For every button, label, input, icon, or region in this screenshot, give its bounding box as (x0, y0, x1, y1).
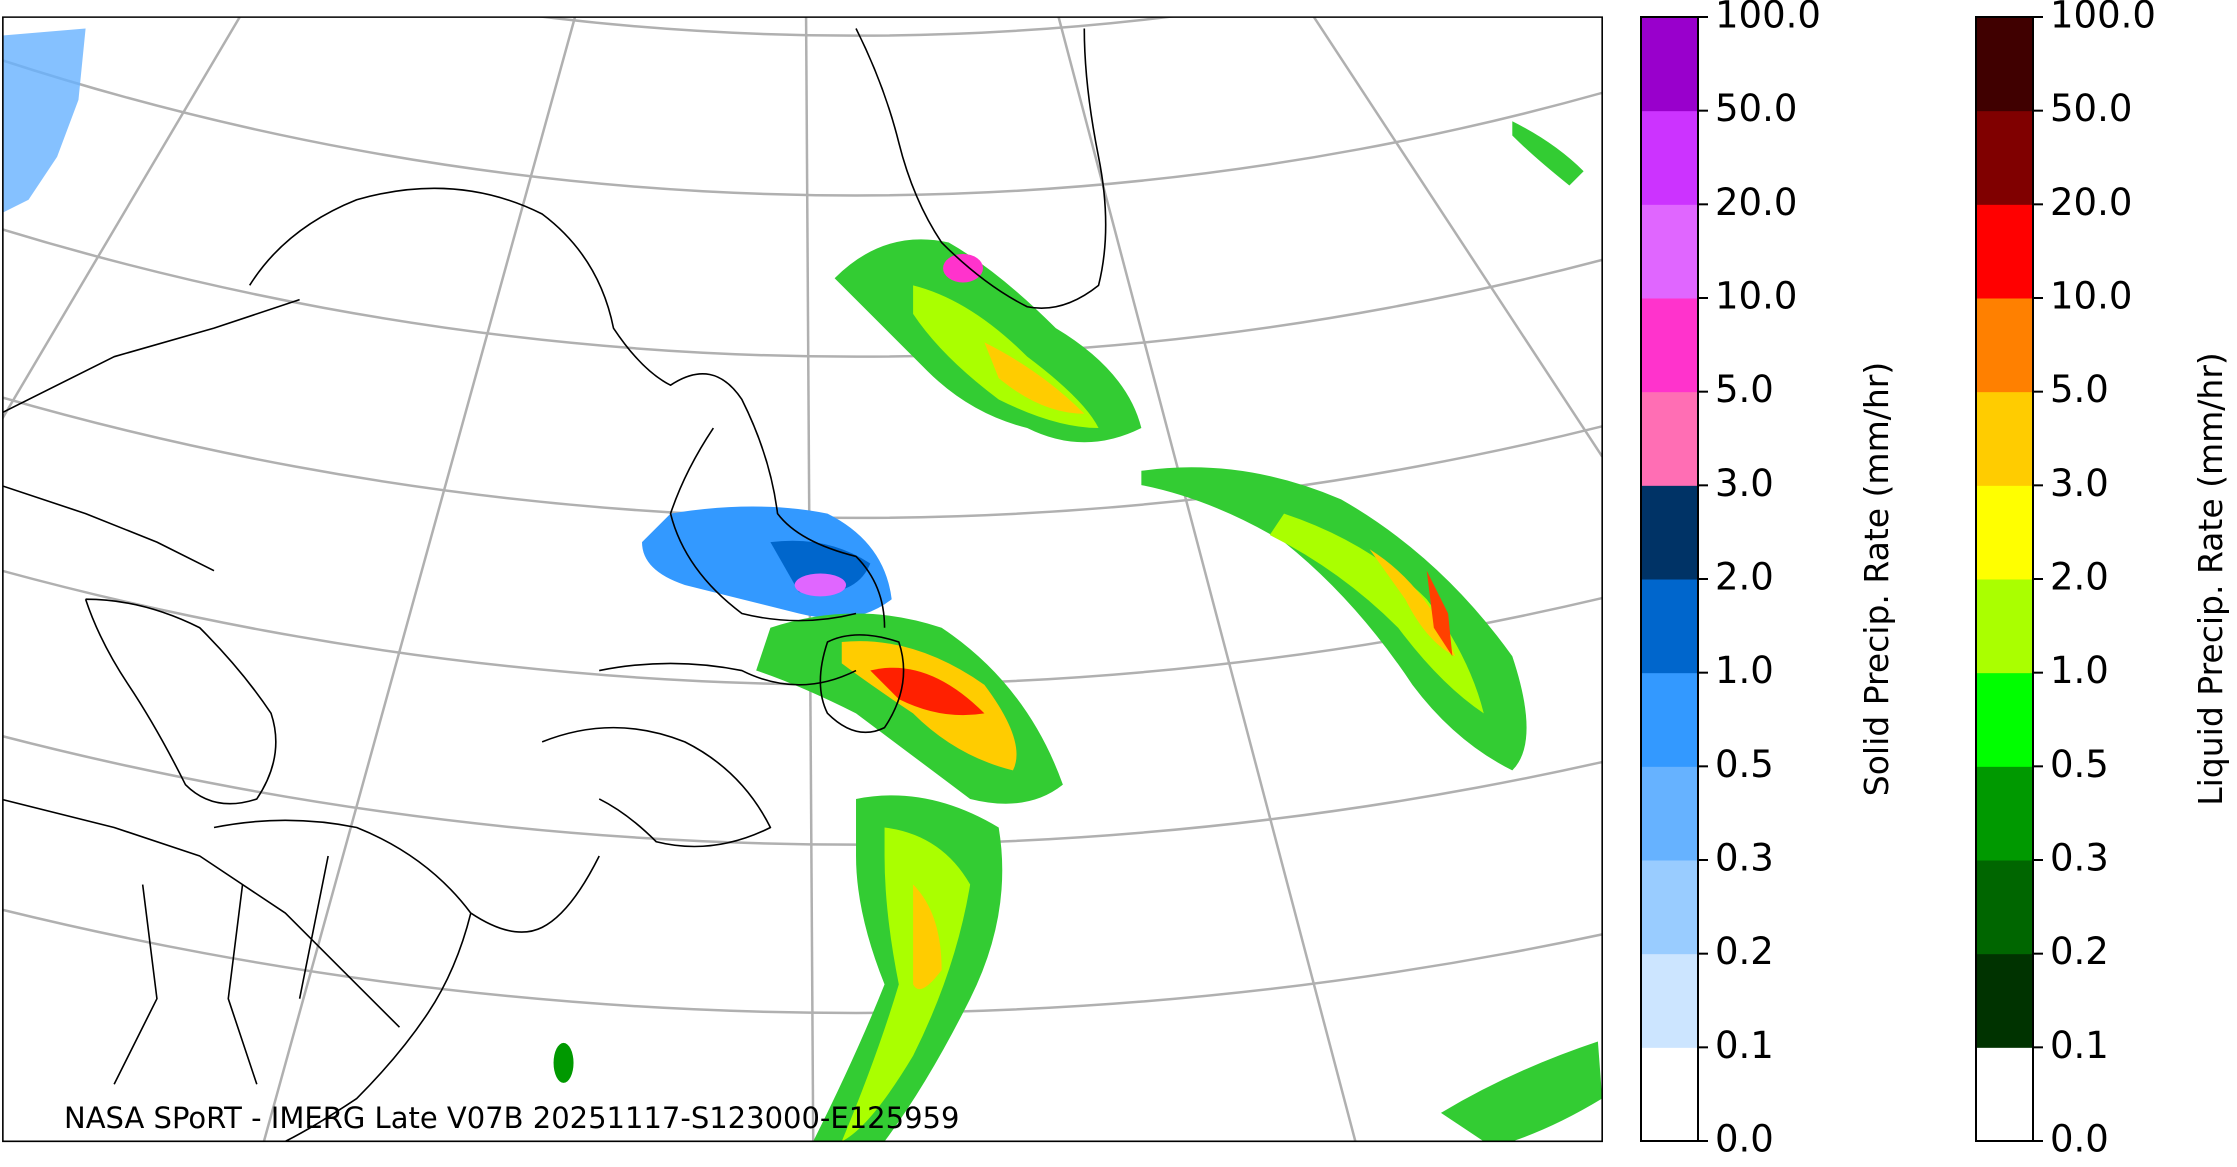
colorbar-tick-label: 20.0 (1715, 181, 1797, 224)
colorbar-title: Solid Precip. Rate (mm/hr) (1857, 362, 1896, 796)
colorbar-title: Liquid Precip. Rate (mm/hr) (2191, 352, 2230, 806)
colorbar-tick-label: 1.0 (2050, 649, 2109, 692)
colorbar-tick-label: 3.0 (2050, 462, 2109, 505)
colorbar-segment (1976, 17, 2033, 112)
colorbar-tick-label: 5.0 (2050, 368, 2109, 411)
colorbar-segment (1976, 860, 2033, 955)
colorbar-segment (1976, 953, 2033, 1048)
colorbar-tick-label: 0.5 (1715, 743, 1774, 786)
colorbar-tick-label: 0.0 (2050, 1118, 2109, 1161)
colorbar-segment (1976, 579, 2033, 674)
colorbar-tick-label: 10.0 (1715, 275, 1797, 318)
colorbar-segment (1976, 391, 2033, 486)
colorbar-segment (1976, 485, 2033, 580)
colorbar-segment (1976, 204, 2033, 299)
colorbar-tick-label: 100.0 (1715, 0, 1821, 37)
coastlines (0, 29, 1106, 1142)
colorbar-tick-label: 20.0 (2050, 181, 2132, 224)
colorbar-segment (1641, 953, 1698, 1048)
colorbar-tick-label: 0.3 (1715, 837, 1774, 880)
colorbar-segment (1641, 672, 1698, 767)
colorbar-segment (1641, 17, 1698, 112)
colorbar-tick-label: 0.2 (2050, 930, 2109, 973)
colorbar-tick-label: 0.2 (1715, 930, 1774, 973)
colorbar-tick-label: 50.0 (1715, 87, 1797, 130)
colorbar-segment (1976, 110, 2033, 205)
colorbar-segment (1641, 1047, 1698, 1142)
map-frame (3, 17, 1602, 1141)
colorbar-tick-label: 10.0 (2050, 275, 2132, 318)
colorbar-segment (1641, 391, 1698, 486)
colorbar-tick-label: 0.0 (1715, 1118, 1774, 1161)
colorbar-segment (1976, 766, 2033, 861)
colorbar-tick-label: 0.5 (2050, 743, 2109, 786)
colorbar-tick-label: 0.1 (2050, 1024, 2109, 1067)
colorbar-segment (1641, 110, 1698, 205)
map (0, 0, 2237, 1141)
colorbar-tick-label: 0.1 (1715, 1024, 1774, 1067)
colorbar-segment (1641, 298, 1698, 393)
colorbar-segment (1976, 672, 2033, 767)
colorbar-tick-label: 100.0 (2050, 0, 2156, 37)
colorbar-segment (1976, 1047, 2033, 1142)
colorbar-tick-label: 0.3 (2050, 837, 2109, 880)
colorbar-tick-label: 2.0 (1715, 556, 1774, 599)
colorbar-segment (1641, 766, 1698, 861)
colorbar-tick-label: 3.0 (1715, 462, 1774, 505)
graticule (0, 0, 2237, 1141)
colorbar-tick-label: 2.0 (2050, 556, 2109, 599)
colorbar-segment (1641, 485, 1698, 580)
colorbar-tick-label: 50.0 (2050, 87, 2132, 130)
precipitation (2, 28, 1603, 1142)
colorbar-tick-label: 5.0 (1715, 368, 1774, 411)
caption: NASA SPoRT - IMERG Late V07B 20251117-S1… (64, 1101, 959, 1135)
colorbar-segment (1976, 298, 2033, 393)
colorbar-tick-label: 1.0 (1715, 649, 1774, 692)
colorbar-segment (1641, 204, 1698, 299)
colorbar-segment (1641, 860, 1698, 955)
colorbar-segment (1641, 579, 1698, 674)
